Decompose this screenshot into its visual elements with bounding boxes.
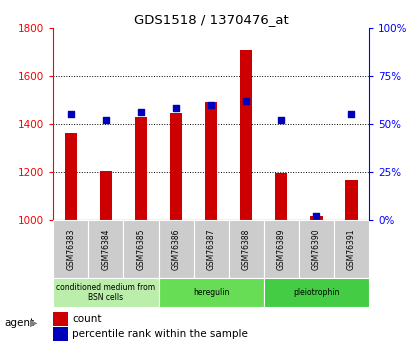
Bar (298, 220, 333, 278)
Point (243, 98, 249, 104)
Text: GSM76388: GSM76388 (241, 228, 250, 270)
Title: GDS1518 / 1370476_at: GDS1518 / 1370476_at (133, 13, 288, 27)
Text: GSM76387: GSM76387 (206, 228, 215, 270)
Bar (53, 312, 67, 326)
Text: GSM76385: GSM76385 (136, 228, 145, 270)
Point (172, 106, 179, 111)
Text: conditioned medium from
BSN cells: conditioned medium from BSN cells (56, 283, 155, 303)
Bar (240, 50, 252, 220)
Bar (204, 102, 217, 220)
Text: GSM76391: GSM76391 (346, 228, 355, 270)
Bar (228, 220, 263, 278)
Point (312, 213, 319, 219)
Bar (310, 216, 322, 220)
Bar (99, 171, 112, 220)
Bar (344, 180, 357, 220)
Text: GSM76389: GSM76389 (276, 228, 285, 270)
Bar (193, 220, 228, 278)
Point (102, 117, 109, 123)
Text: GSM76390: GSM76390 (311, 228, 320, 270)
Text: ▶: ▶ (29, 318, 37, 327)
Bar (88, 220, 123, 278)
Bar (53, 327, 67, 341)
Bar (65, 134, 77, 220)
Point (277, 117, 284, 123)
Bar (53, 220, 88, 278)
Point (67, 111, 74, 117)
Point (347, 111, 354, 117)
Bar (123, 220, 158, 278)
Text: GSM76383: GSM76383 (66, 228, 75, 270)
Text: agent: agent (4, 318, 34, 327)
Text: pleiotrophin: pleiotrophin (292, 288, 339, 297)
Bar (263, 278, 368, 307)
Text: percentile rank within the sample: percentile rank within the sample (72, 329, 247, 339)
Bar (135, 117, 147, 220)
Text: GSM76384: GSM76384 (101, 228, 110, 270)
Text: count: count (72, 314, 101, 324)
Text: heregulin: heregulin (193, 288, 229, 297)
Bar (333, 220, 368, 278)
Bar (263, 220, 298, 278)
Point (137, 109, 144, 115)
Point (207, 102, 214, 107)
Bar (53, 278, 158, 307)
Bar (169, 113, 182, 220)
Text: GSM76386: GSM76386 (171, 228, 180, 270)
Bar (158, 220, 193, 278)
Bar (274, 173, 287, 220)
Bar (158, 278, 263, 307)
